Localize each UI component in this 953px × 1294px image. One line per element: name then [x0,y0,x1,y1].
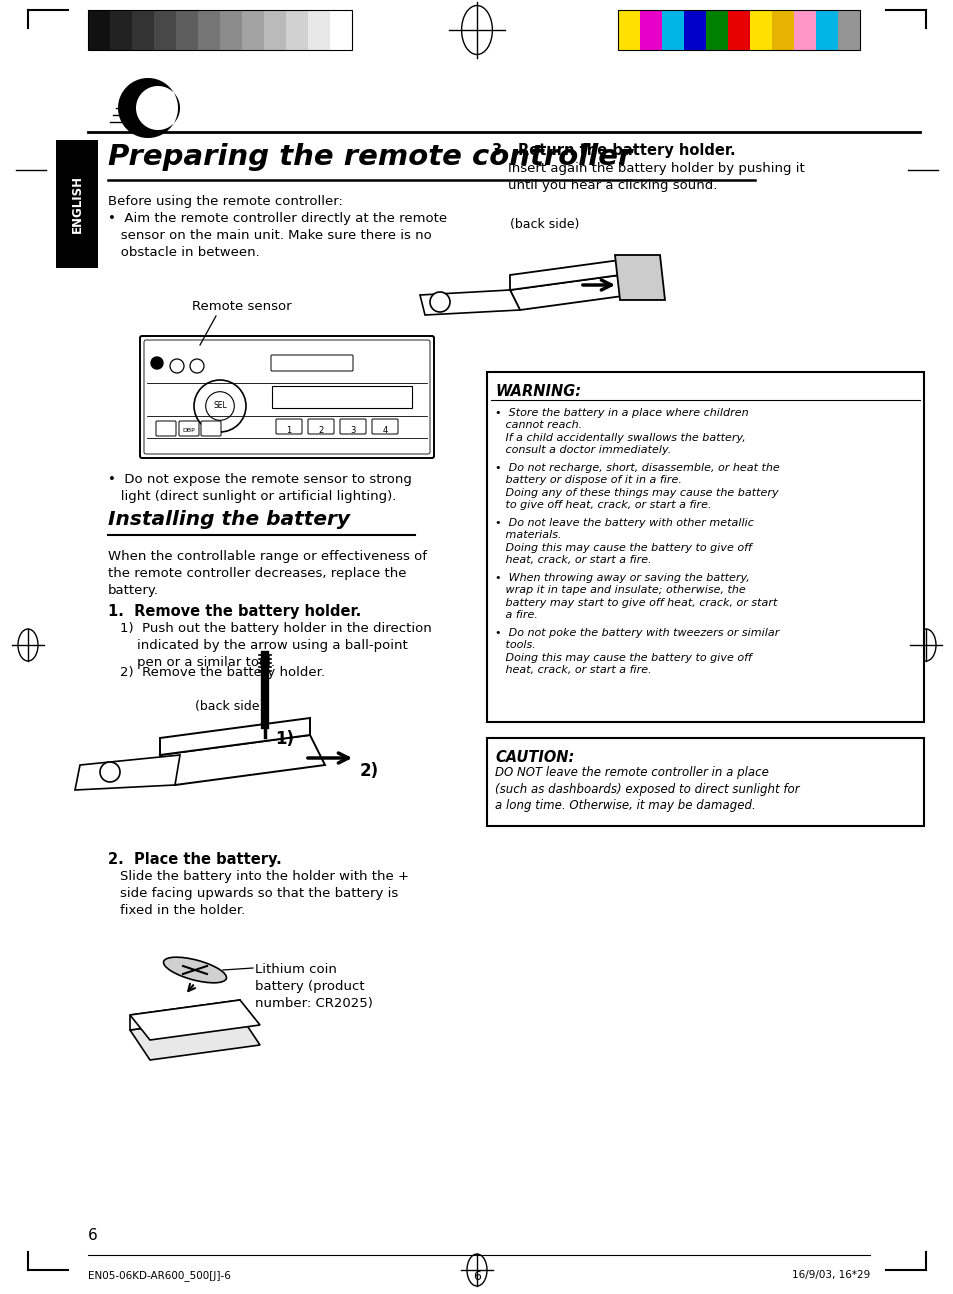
Polygon shape [130,1014,260,1060]
FancyBboxPatch shape [275,419,302,433]
Bar [771,10,793,50]
Text: •  Do not leave the battery with other metallic
   materials.
   Doing this may : • Do not leave the battery with other me… [495,518,753,565]
Text: •  Aim the remote controller directly at the remote
   sensor on the main unit. : • Aim the remote controller directly at … [108,212,447,259]
Text: 6: 6 [88,1228,97,1244]
Circle shape [151,357,163,369]
Bar [330,10,352,50]
FancyBboxPatch shape [271,355,353,371]
FancyBboxPatch shape [140,336,434,458]
Text: Insert again the battery holder by pushing it
until you hear a clicking sound.: Insert again the battery holder by pushi… [507,162,804,192]
Bar [749,10,771,50]
Bar [88,10,352,50]
Bar [486,738,923,826]
Text: ENGLISH: ENGLISH [71,175,84,233]
Text: 6: 6 [473,1269,480,1282]
Text: 3.  Return the battery holder.: 3. Return the battery holder. [492,144,735,158]
Bar [683,10,705,50]
Text: •  Do not recharge, short, disassemble, or heat the
   battery or dispose of it : • Do not recharge, short, disassemble, o… [495,463,779,510]
Bar [272,386,412,408]
FancyBboxPatch shape [179,421,199,436]
Bar [56,140,98,268]
Bar [88,10,110,50]
Text: EN05-06KD-AR600_500[J]-6: EN05-06KD-AR600_500[J]-6 [88,1269,231,1281]
Polygon shape [160,718,310,754]
FancyBboxPatch shape [201,421,221,436]
Text: Remote sensor: Remote sensor [192,300,292,313]
Circle shape [190,358,204,373]
Text: DO NOT leave the remote controller in a place
(such as dashboards) exposed to di: DO NOT leave the remote controller in a … [495,766,799,813]
Text: 2: 2 [318,426,323,435]
Bar [198,10,220,50]
Polygon shape [615,255,664,300]
Bar [286,10,308,50]
Ellipse shape [163,958,226,983]
Bar [486,371,923,722]
Text: 16/9/03, 16*29: 16/9/03, 16*29 [791,1269,869,1280]
Text: When the controllable range or effectiveness of
the remote controller decreases,: When the controllable range or effective… [108,550,427,597]
Circle shape [193,380,246,432]
Bar [264,10,286,50]
Text: 2)  Remove the battery holder.: 2) Remove the battery holder. [120,666,325,679]
Text: 1)  Push out the battery holder in the direction
    indicated by the arrow usin: 1) Push out the battery holder in the di… [120,622,432,669]
Text: Lithium coin
battery (product
number: CR2025): Lithium coin battery (product number: CR… [254,963,373,1011]
Circle shape [430,292,450,312]
Text: Preparing the remote controller: Preparing the remote controller [108,144,632,171]
Bar [110,10,132,50]
Bar [175,10,198,50]
Bar [220,10,242,50]
Polygon shape [75,754,180,791]
Bar [705,10,727,50]
Bar [153,10,175,50]
Circle shape [100,762,120,782]
FancyBboxPatch shape [372,419,397,433]
Text: Installing the battery: Installing the battery [108,510,350,529]
Text: •  Do not expose the remote sensor to strong
   light (direct sunlight or artifi: • Do not expose the remote sensor to str… [108,474,412,503]
Bar [661,10,683,50]
Text: (back side): (back side) [510,217,578,232]
Text: 3: 3 [350,426,355,435]
Bar [618,10,639,50]
Text: 1.  Remove the battery holder.: 1. Remove the battery holder. [108,604,361,619]
Text: 1: 1 [286,426,292,435]
Bar [815,10,837,50]
Polygon shape [419,290,519,314]
FancyBboxPatch shape [156,421,175,436]
Bar [639,10,661,50]
Text: •  Store the battery in a place where children
   cannot reach.
   If a child ac: • Store the battery in a place where chi… [495,408,748,455]
Text: 1): 1) [274,730,294,748]
Polygon shape [160,735,325,785]
Bar [618,10,859,50]
FancyBboxPatch shape [339,419,366,433]
Text: •  When throwing away or saving the battery,
   wrap it in tape and insulate; ot: • When throwing away or saving the batte… [495,573,777,620]
Text: CAUTION:: CAUTION: [495,751,574,765]
Polygon shape [130,1000,240,1030]
Bar [242,10,264,50]
Text: SEL: SEL [213,401,227,410]
FancyBboxPatch shape [308,419,334,433]
Text: WARNING:: WARNING: [495,384,580,399]
Polygon shape [130,1000,260,1040]
Polygon shape [118,78,180,138]
Bar [132,10,153,50]
Bar [308,10,330,50]
Text: •  Do not poke the battery with tweezers or similar
   tools.
   Doing this may : • Do not poke the battery with tweezers … [495,628,779,675]
Bar [727,10,749,50]
Bar [837,10,859,50]
Text: Slide the battery into the holder with the +
side facing upwards so that the bat: Slide the battery into the holder with t… [120,870,409,917]
Text: 4: 4 [382,426,387,435]
Circle shape [206,392,234,421]
Circle shape [170,358,184,373]
Polygon shape [510,276,629,311]
Text: 2): 2) [359,762,378,780]
Polygon shape [510,260,619,290]
Text: (back side): (back side) [194,700,264,713]
Text: DBP: DBP [182,428,195,433]
Text: Before using the remote controller:: Before using the remote controller: [108,195,342,208]
Text: 2.  Place the battery.: 2. Place the battery. [108,851,281,867]
Bar [793,10,815,50]
